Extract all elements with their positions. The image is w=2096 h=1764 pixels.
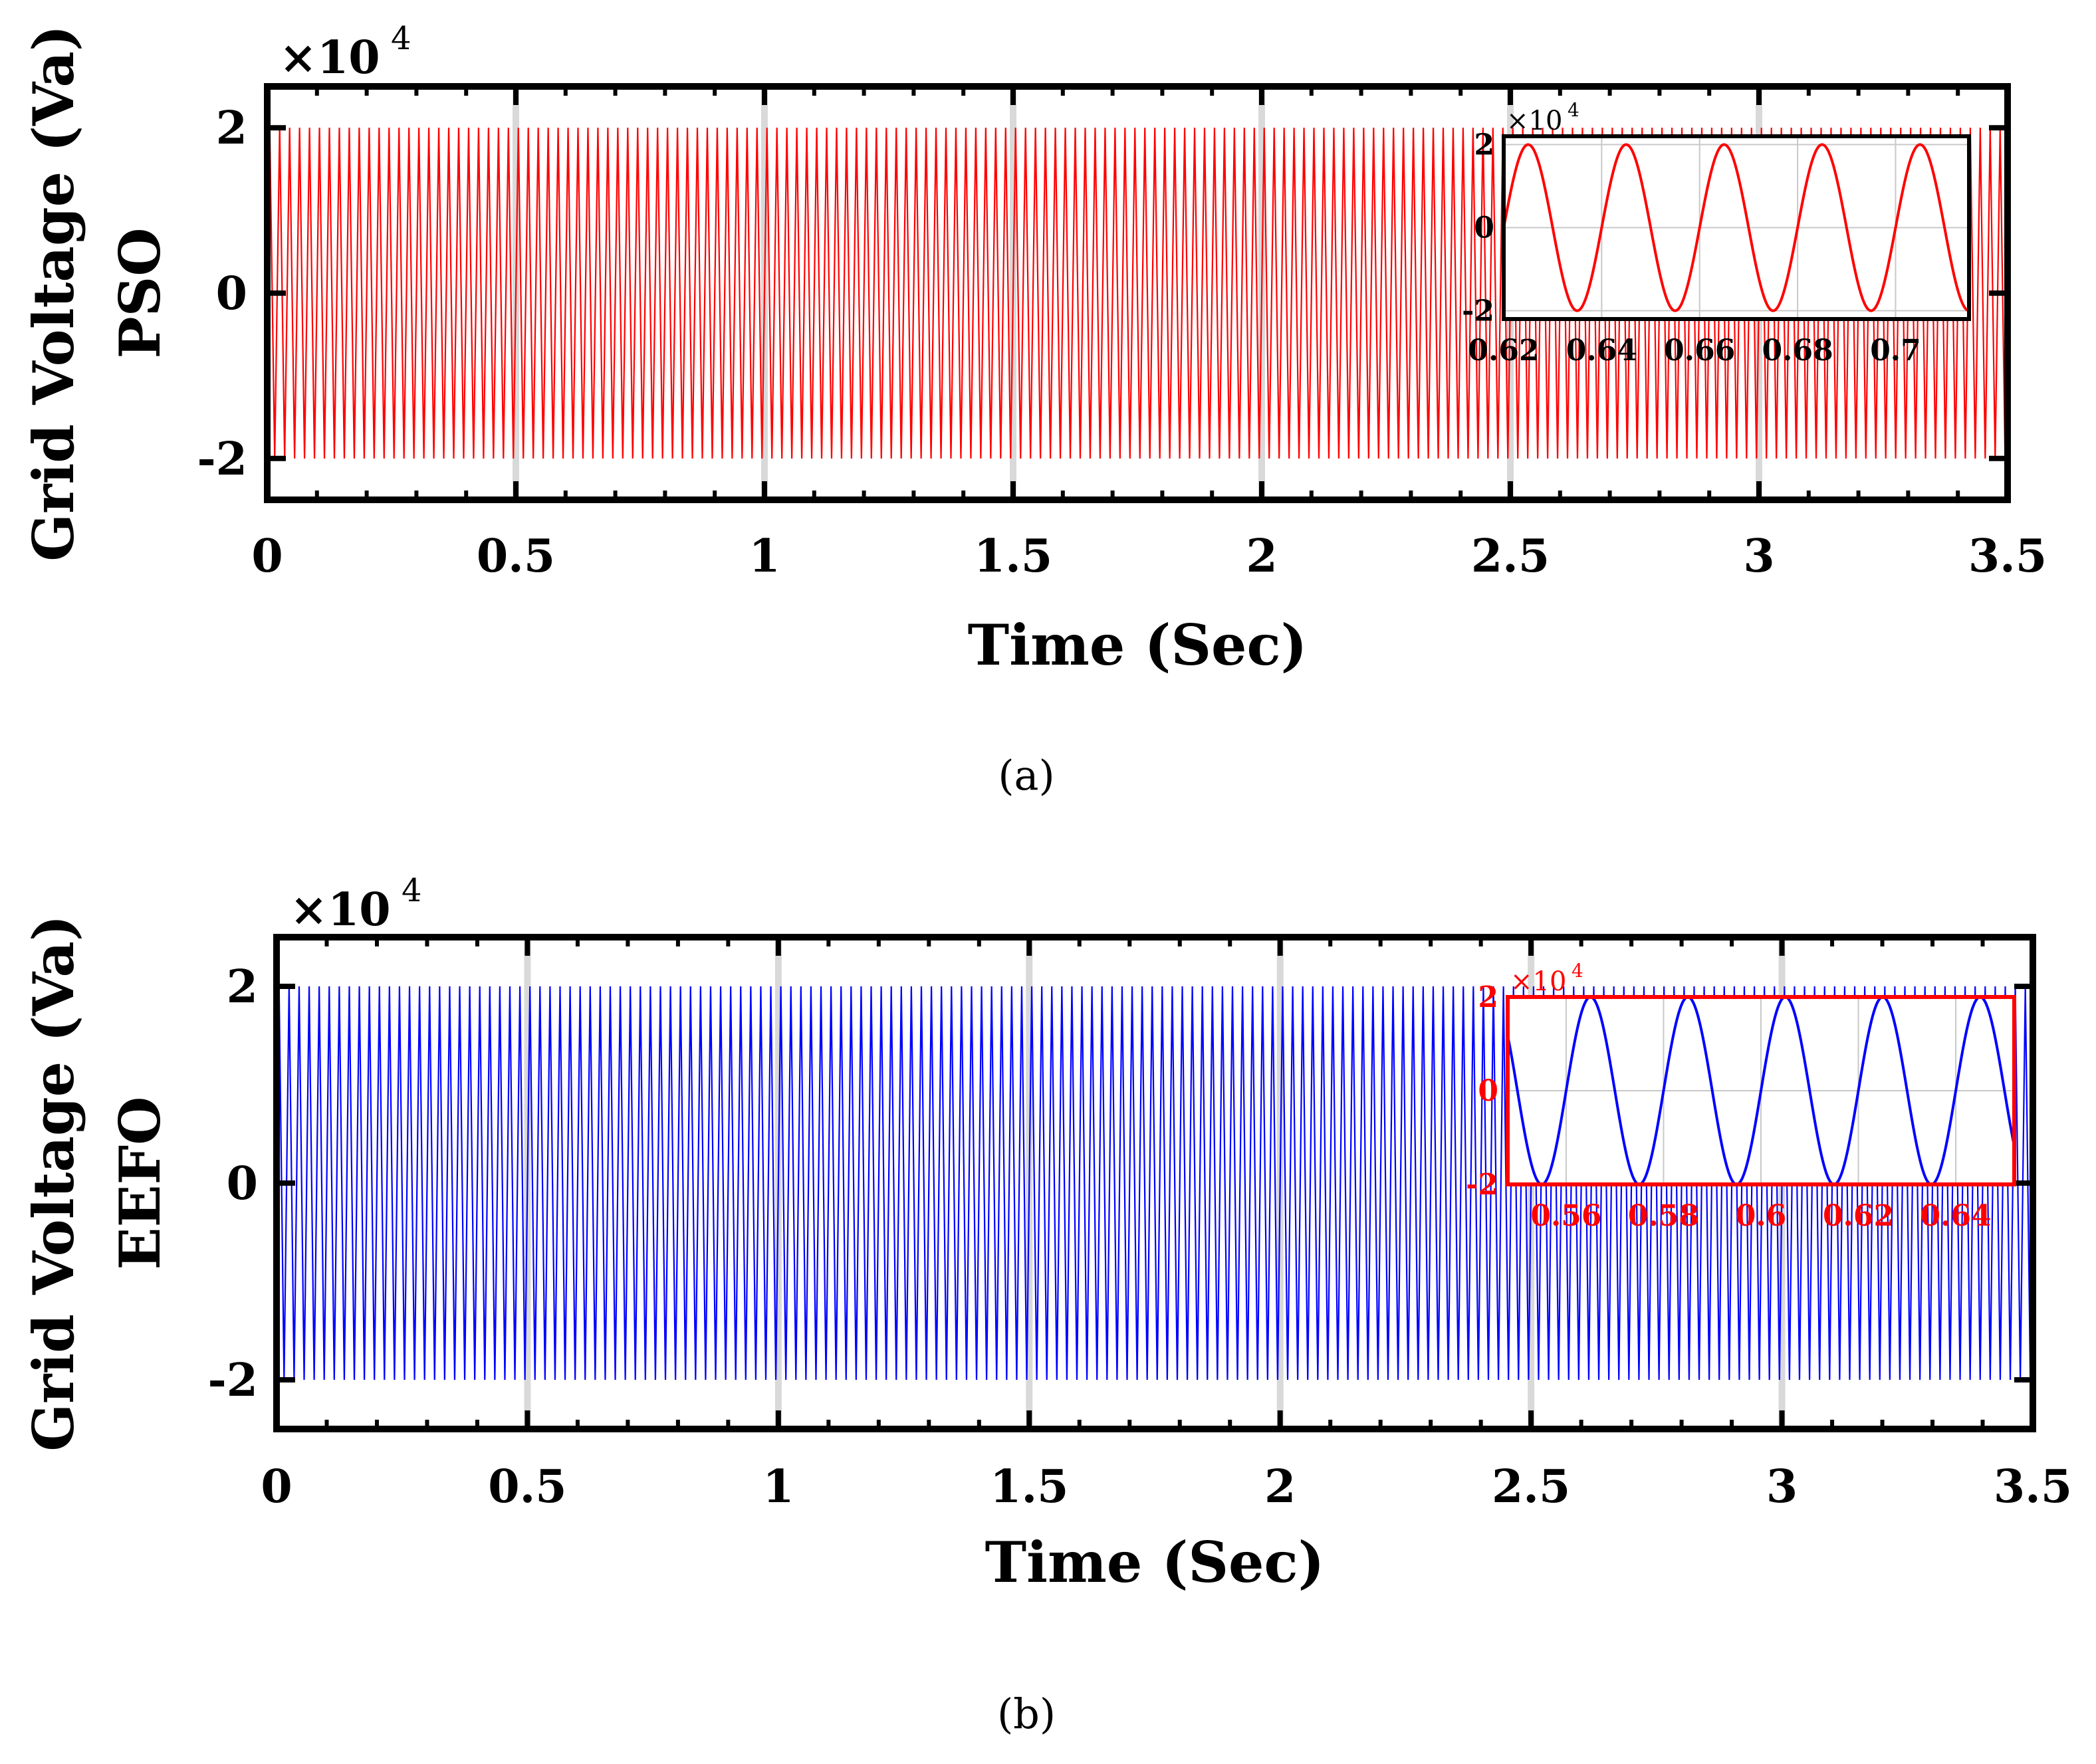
inset-exponent-base: ×10 <box>1510 966 1566 997</box>
y-axis-label-line1: Grid Voltage (Va) <box>21 915 86 1451</box>
x-tick-label: 0.5 <box>488 1460 566 1513</box>
inset-x-tick-label: 0.7 <box>1870 334 1921 368</box>
y-exponent-power: 4 <box>391 20 411 57</box>
x-tick-label: 2.5 <box>1492 1460 1570 1513</box>
x-tick-label: 2 <box>1264 1460 1296 1513</box>
caption-a: (a) <box>998 751 1054 800</box>
x-tick-label: 3.5 <box>1968 530 2047 583</box>
inset-x-tick-label: 0.56 <box>1530 1199 1601 1233</box>
x-axis-label: Time (Sec) <box>985 1529 1325 1595</box>
inset-x-tick-label: 0.68 <box>1762 334 1833 368</box>
inset-x-tick-label: 0.66 <box>1664 334 1735 368</box>
inset-x-tick-label: 0.62 <box>1468 334 1539 368</box>
series-line-pso <box>266 128 2009 459</box>
y-tick-label: -2 <box>207 1354 258 1407</box>
inset-y-tick-label: 2 <box>1478 980 1498 1014</box>
inset-exponent-power: 4 <box>1572 960 1583 982</box>
y-tick-label: 2 <box>216 102 247 155</box>
inset-x-tick-label: 0.64 <box>1920 1199 1991 1233</box>
inset-series-line <box>1502 143 1970 312</box>
inset-frame <box>1506 995 2016 1186</box>
y-axis-label-line1: Grid Voltage (Va) <box>21 25 86 561</box>
y-tick-label: -2 <box>197 433 247 486</box>
inset-exponent-base: ×10 <box>1506 106 1562 136</box>
x-tick-label: 3 <box>1766 1460 1798 1513</box>
x-tick-label: 1.5 <box>990 1460 1068 1513</box>
y-exponent-power: 4 <box>402 872 422 909</box>
y-exponent-base: ×10 <box>279 31 380 84</box>
series-line-eefo <box>275 986 2034 1380</box>
x-tick-label: 3 <box>1743 530 1774 583</box>
inset-frame <box>1502 134 1971 321</box>
y-tick-label: 0 <box>227 1157 258 1210</box>
inset-x-tick-label: 0.6 <box>1736 1199 1787 1233</box>
inset-pso: 0.62 0.64 0.66 0.68 0.7 -2 0 2 ×10 4 <box>1462 99 1971 368</box>
inset-y-tick-label: 0 <box>1478 1074 1498 1108</box>
inset-exponent-power: 4 <box>1568 99 1579 121</box>
x-tick-label: 2.5 <box>1471 530 1550 583</box>
x-tick-label: 1 <box>762 1460 794 1513</box>
x-tick-label: 3.5 <box>1994 1460 2072 1513</box>
inset-y-tick-label: 2 <box>1474 128 1494 162</box>
inset-eefo: 0.56 0.58 0.6 0.62 0.64 -2 0 2 ×10 4 <box>1466 960 2016 1233</box>
inset-x-tick-label: 0.58 <box>1628 1199 1699 1233</box>
y-axis-label-line2: PSO <box>107 228 173 359</box>
inset-y-tick-label: -2 <box>1462 294 1494 328</box>
y-tick-label: 2 <box>227 960 258 1014</box>
inset-x-tick-label: 0.62 <box>1823 1199 1894 1233</box>
x-tick-label: 0.5 <box>477 530 555 583</box>
y-axis-label-line2: EEFO <box>107 1097 173 1270</box>
x-tick-label: 1.5 <box>974 530 1052 583</box>
inset-y-tick-label: -2 <box>1466 1168 1498 1202</box>
x-tick-label: 0 <box>251 530 283 583</box>
caption-b: (b) <box>997 1690 1056 1738</box>
inset-x-tick-label: 0.64 <box>1566 334 1637 368</box>
x-tick-label: 0 <box>261 1460 292 1513</box>
y-exponent-base: ×10 <box>290 883 391 937</box>
inset-y-tick-label: 0 <box>1474 211 1494 245</box>
x-tick-label: 1 <box>749 530 780 583</box>
y-tick-label: 0 <box>216 267 247 320</box>
x-axis-label: Time (Sec) <box>968 612 1308 678</box>
x-tick-label: 2 <box>1246 530 1277 583</box>
